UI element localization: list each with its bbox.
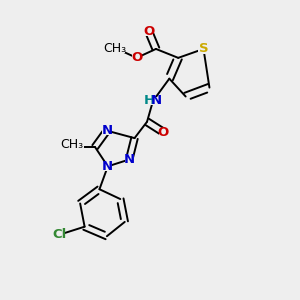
Bar: [125, 155, 134, 164]
Text: O: O: [131, 51, 142, 64]
Text: CH₃: CH₃: [61, 138, 84, 151]
Bar: [53, 230, 65, 239]
Text: N: N: [102, 160, 113, 173]
Bar: [132, 53, 141, 62]
Text: O: O: [143, 25, 154, 38]
Bar: [103, 162, 112, 171]
Text: Cl: Cl: [52, 228, 67, 241]
Text: O: O: [158, 126, 169, 139]
Bar: [146, 97, 160, 105]
Text: CH₃: CH₃: [103, 42, 126, 56]
Bar: [198, 44, 209, 54]
Bar: [109, 44, 125, 53]
Bar: [102, 126, 111, 135]
Bar: [144, 27, 153, 36]
Text: N: N: [124, 153, 135, 166]
Text: S: S: [199, 42, 208, 56]
Text: H: H: [144, 94, 155, 107]
Bar: [68, 142, 84, 152]
Text: N: N: [101, 124, 112, 137]
Bar: [159, 128, 168, 136]
Text: N: N: [150, 94, 161, 107]
